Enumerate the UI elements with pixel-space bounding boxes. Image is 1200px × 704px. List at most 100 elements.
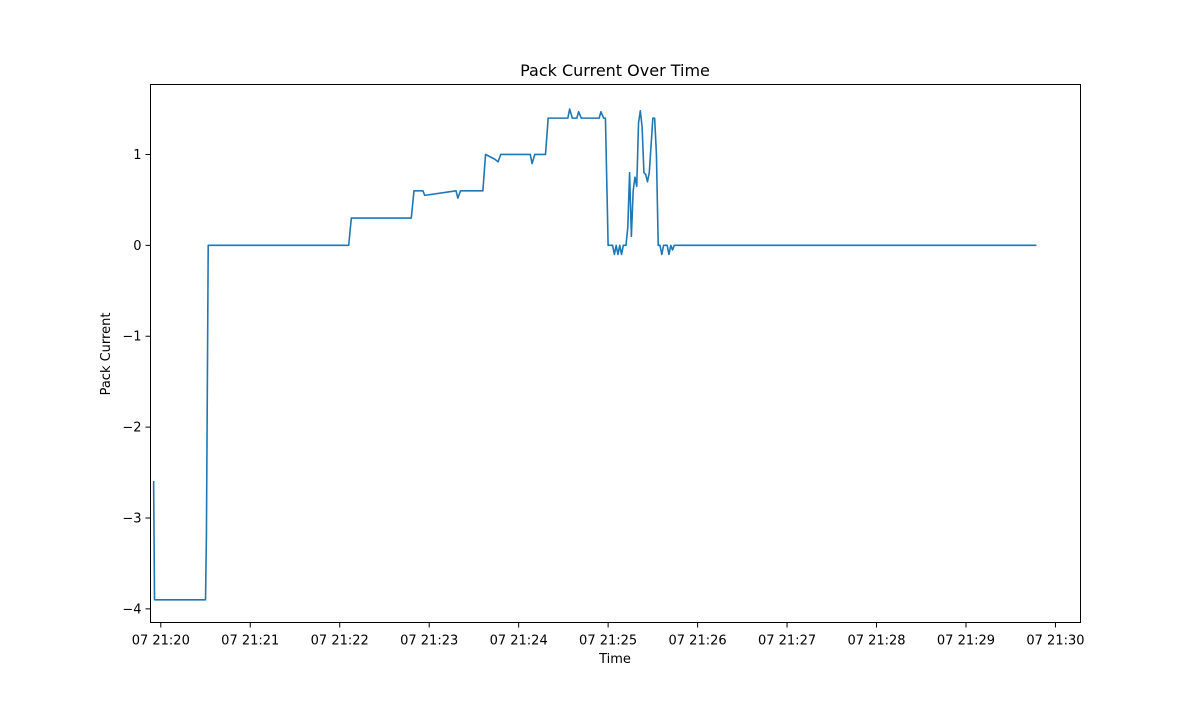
data-point bbox=[641, 126, 643, 128]
data-point bbox=[619, 244, 621, 246]
data-point bbox=[677, 244, 679, 246]
data-point bbox=[637, 122, 640, 124]
data-point bbox=[204, 599, 207, 601]
data-point bbox=[424, 194, 426, 196]
data-point bbox=[686, 244, 688, 246]
data-point bbox=[666, 244, 668, 246]
data-point bbox=[627, 226, 629, 228]
data-point bbox=[531, 162, 533, 165]
data-point bbox=[652, 117, 654, 119]
data-point bbox=[654, 117, 656, 119]
data-point bbox=[655, 153, 658, 156]
y-tick-label: −4 bbox=[122, 602, 141, 617]
data-point bbox=[630, 235, 632, 237]
data-point bbox=[662, 244, 665, 246]
data-point bbox=[153, 599, 156, 601]
data-point bbox=[643, 172, 645, 174]
x-tick-label: 07 21:28 bbox=[847, 634, 905, 649]
data-point bbox=[679, 244, 681, 246]
data-point bbox=[661, 253, 663, 256]
data-point bbox=[639, 110, 641, 112]
axes-frame bbox=[150, 84, 1081, 623]
x-tick-label: 07 21:30 bbox=[1026, 634, 1084, 649]
data-point bbox=[625, 244, 627, 246]
data-point bbox=[348, 244, 350, 246]
data-point bbox=[684, 244, 686, 246]
data-point bbox=[207, 244, 209, 246]
data-point bbox=[205, 535, 208, 537]
data-point bbox=[500, 153, 502, 156]
data-point bbox=[607, 244, 609, 246]
data-point bbox=[680, 244, 683, 246]
data-point bbox=[617, 253, 619, 256]
data-point bbox=[636, 185, 638, 187]
y-tick-label: 1 bbox=[133, 148, 141, 163]
data-point bbox=[534, 153, 536, 156]
data-point bbox=[611, 244, 614, 246]
chart-title: Pack Current Over Time bbox=[520, 61, 710, 80]
data-point bbox=[497, 161, 499, 163]
data-point bbox=[603, 117, 605, 119]
data-point bbox=[422, 190, 424, 192]
data-point bbox=[413, 190, 415, 192]
data-point bbox=[632, 190, 634, 192]
data-point bbox=[457, 197, 459, 199]
data-point bbox=[628, 172, 631, 174]
data-point bbox=[567, 117, 569, 119]
data-point bbox=[634, 176, 636, 178]
data-point bbox=[604, 117, 607, 119]
data-point bbox=[675, 244, 677, 246]
x-tick-label: 07 21:25 bbox=[579, 634, 637, 649]
y-axis-ticks: −4 −3 −2 −1 0 1 bbox=[122, 148, 151, 617]
y-axis-label: Pack Current bbox=[99, 313, 114, 396]
data-point bbox=[153, 481, 155, 483]
data-point bbox=[578, 111, 580, 113]
data-point bbox=[664, 244, 666, 246]
x-tick-label: 07 21:29 bbox=[937, 634, 995, 649]
data-point bbox=[571, 117, 573, 119]
x-tick-label: 07 21:23 bbox=[400, 634, 458, 649]
data-point bbox=[350, 217, 352, 219]
data-point bbox=[613, 253, 615, 256]
y-tick-label: −3 bbox=[122, 511, 141, 526]
data-point bbox=[459, 190, 462, 192]
data-point bbox=[600, 111, 602, 113]
y-tick-label: −1 bbox=[122, 330, 141, 345]
x-tick-label: 07 21:21 bbox=[221, 634, 279, 649]
x-axis-ticks: 07 21:20 07 21:21 07 21:22 07 21:23 07 21:24… bbox=[132, 622, 1085, 649]
data-point bbox=[646, 181, 649, 183]
data-point bbox=[529, 153, 531, 156]
data-point bbox=[1035, 244, 1037, 246]
y-tick-label: −2 bbox=[122, 421, 141, 436]
data-point bbox=[673, 244, 675, 246]
data-point bbox=[493, 158, 496, 160]
data-point bbox=[670, 244, 672, 246]
data-point bbox=[615, 244, 617, 246]
x-tick-label: 07 21:27 bbox=[758, 634, 816, 649]
data-point bbox=[410, 217, 412, 219]
data-point bbox=[650, 144, 652, 146]
data-point bbox=[547, 117, 549, 119]
data-point bbox=[455, 190, 457, 192]
x-tick-label: 07 21:24 bbox=[490, 634, 548, 649]
data-point bbox=[576, 117, 578, 119]
data-point bbox=[482, 190, 484, 192]
data-point bbox=[682, 244, 684, 246]
data-point bbox=[569, 108, 571, 110]
data-point bbox=[657, 244, 659, 246]
x-tick-label: 07 21:26 bbox=[669, 634, 727, 649]
plot-area bbox=[152, 108, 1037, 601]
x-tick-label: 07 21:20 bbox=[132, 634, 190, 649]
x-axis-label: Time bbox=[598, 652, 631, 667]
data-point bbox=[544, 153, 547, 156]
x-tick-label: 07 21:22 bbox=[311, 634, 369, 649]
data-point bbox=[622, 244, 624, 246]
data-point bbox=[668, 253, 670, 256]
data-point bbox=[598, 117, 600, 119]
data-point bbox=[580, 117, 582, 119]
data-point bbox=[484, 153, 487, 156]
data-point bbox=[648, 172, 650, 174]
